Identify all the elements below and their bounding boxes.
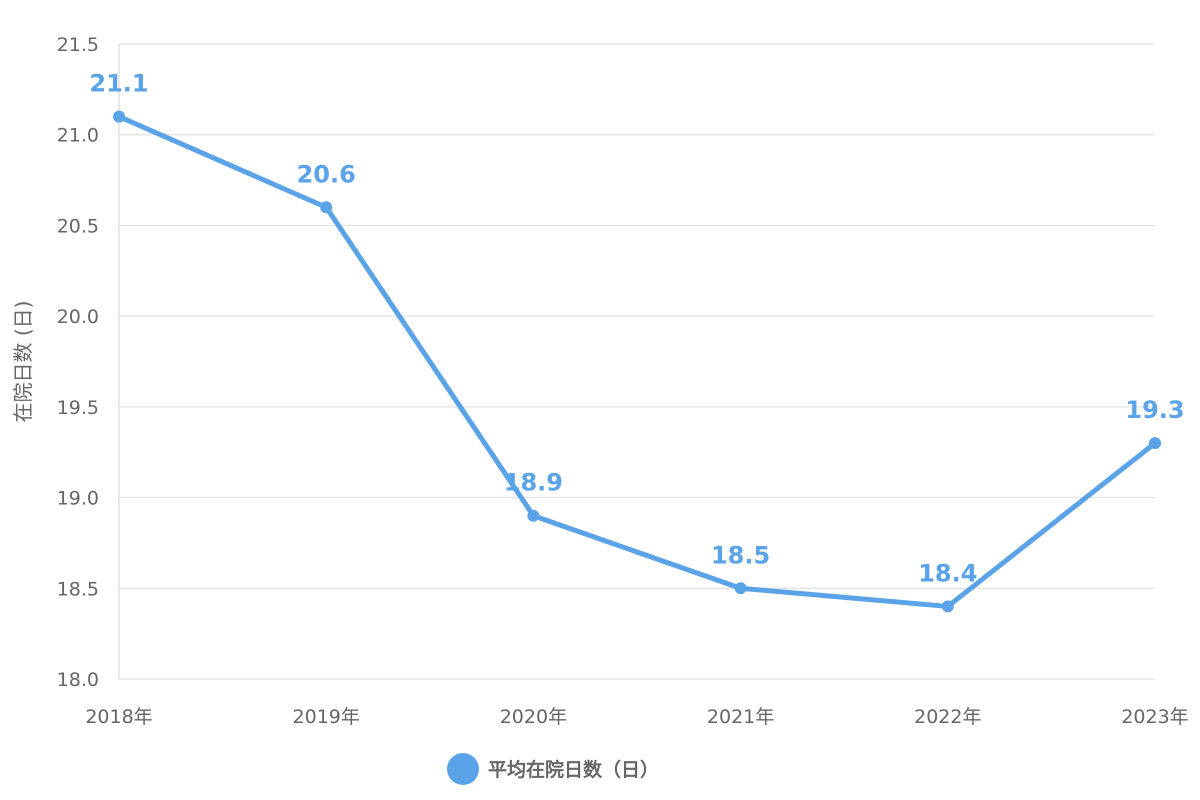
data-point[interactable] (941, 600, 954, 613)
x-tick-label: 2018年 (85, 706, 152, 728)
y-tick-label: 20.0 (57, 306, 99, 328)
legend[interactable]: 平均在院日数（日） (447, 753, 659, 785)
x-tick-label: 2023年 (1121, 706, 1188, 728)
data-label: 21.1 (89, 70, 148, 98)
legend-label: 平均在院日数（日） (488, 758, 659, 781)
legend-swatch-icon (447, 753, 479, 785)
x-tick-labels: 2018年 2019年 2020年 2021年 2022年 2023年 (85, 706, 1188, 728)
x-tick-label: 2022年 (914, 706, 981, 728)
y-tick-label: 18.5 (57, 578, 99, 600)
series-line-group (116, 114, 1158, 609)
y-tick-label: 21.0 (57, 125, 99, 147)
data-point[interactable] (113, 110, 125, 123)
y-tick-label: 19.5 (57, 397, 99, 419)
data-labels: 21.1 20.6 18.9 18.5 18.4 19.3 (89, 70, 1184, 588)
data-label: 18.9 (504, 469, 563, 497)
data-label: 18.4 (918, 559, 977, 587)
data-point[interactable] (1149, 437, 1161, 450)
grid-lines (119, 43, 1155, 680)
y-tick-label: 20.5 (57, 215, 99, 237)
y-axis-title: 在院日数 (日) (11, 301, 35, 423)
y-tick-label: 18.0 (57, 669, 99, 691)
x-tick-label: 2021年 (707, 706, 774, 728)
data-label: 20.6 (297, 160, 356, 188)
x-tick-label: 2020年 (500, 706, 567, 728)
data-point[interactable] (320, 201, 333, 214)
data-label: 18.5 (711, 541, 770, 569)
data-point[interactable] (527, 509, 540, 522)
y-tick-label: 19.0 (57, 488, 99, 510)
y-tick-label: 21.5 (57, 34, 99, 56)
x-tick-label: 2019年 (293, 706, 360, 728)
series-line (116, 114, 1158, 609)
data-points (113, 110, 1161, 613)
y-tick-labels: 21.5 21.0 20.5 20.0 19.5 19.0 18.5 18.0 (57, 34, 99, 691)
data-point[interactable] (734, 582, 747, 595)
data-label: 19.3 (1125, 396, 1184, 424)
